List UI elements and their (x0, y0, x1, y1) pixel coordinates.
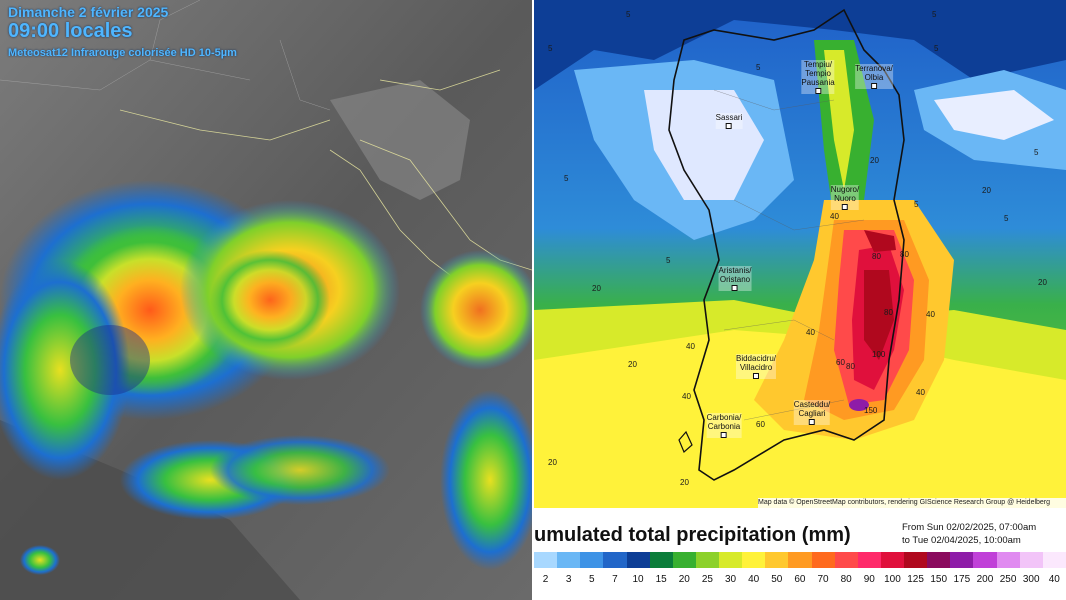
isoline-label: 5 (1004, 214, 1009, 223)
color-scale (534, 552, 1066, 568)
scale-tick-label: 200 (976, 574, 994, 585)
city-label: Aristanis/ Oristano (718, 266, 752, 291)
isoline-label: 60 (756, 420, 765, 429)
color-swatch (557, 552, 581, 568)
color-swatch (580, 552, 604, 568)
precipitation-map (534, 0, 1066, 508)
scale-tick-label: 15 (655, 574, 667, 585)
satellite-ir-image (0, 0, 532, 600)
city-label: Biddacidru/ Villacidro (735, 354, 777, 379)
color-swatch (788, 552, 812, 568)
scale-tick-label: 80 (840, 574, 852, 585)
isoline-label: 20 (628, 360, 637, 369)
scale-tick-label: 20 (678, 574, 690, 585)
scale-tick-label: 60 (794, 574, 806, 585)
color-swatch (950, 552, 974, 568)
color-swatch (626, 552, 650, 568)
scale-tick-label: 5 (589, 574, 595, 585)
color-swatch (534, 552, 558, 568)
isoline-label: 40 (686, 342, 695, 351)
isoline-label: 20 (592, 284, 601, 293)
isoline-label: 40 (830, 212, 839, 221)
scale-tick-label: 30 (725, 574, 737, 585)
map-attribution: Map data © OpenStreetMap contributors, r… (758, 498, 1066, 508)
color-swatch (603, 552, 627, 568)
scale-tick-label: 175 (953, 574, 971, 585)
scale-tick-label: 10 (632, 574, 644, 585)
color-swatch (672, 552, 696, 568)
scale-tick-label: 40 (748, 574, 760, 585)
city-label: Carbonia/ Carbonia (706, 413, 742, 438)
scale-tick-label: 150 (930, 574, 948, 585)
scale-tick-label: 25 (701, 574, 713, 585)
isoline-label: 150 (864, 406, 878, 415)
color-swatch (1042, 552, 1066, 568)
isoline-label: 40 (682, 392, 691, 401)
scale-tick-label: 50 (771, 574, 783, 585)
scale-tick-label: 300 (1022, 574, 1040, 585)
isoline-label: 80 (884, 308, 893, 317)
color-swatch (904, 552, 928, 568)
color-scale-ticks: 2 3 5 7 10 15 20 25 30 40 50 60 70 80 90 100 125 150 175 20… (534, 574, 1066, 588)
satellite-time: 09:00 locales (8, 20, 133, 42)
isoline-label: 20 (680, 478, 689, 487)
isoline-label: 5 (564, 174, 569, 183)
satellite-date: Dimanche 2 février 2025 (8, 4, 169, 20)
color-swatch (811, 552, 835, 568)
color-swatch (834, 552, 858, 568)
color-swatch (880, 552, 904, 568)
legend-title: umulated total precipitation (mm) (534, 524, 851, 546)
satellite-image-panel: Dimanche 2 février 2025 09:00 locales Me… (0, 0, 532, 600)
scale-tick-label: 90 (863, 574, 875, 585)
color-swatch (695, 552, 719, 568)
scale-tick-label: 125 (907, 574, 924, 585)
isoline-label: 20 (982, 186, 991, 195)
city-label: Terranova/ Olbia (855, 64, 893, 89)
city-label: Nugoro/ Nuoro (830, 185, 860, 210)
color-swatch (927, 552, 951, 568)
scale-tick-label: 40 (1048, 574, 1060, 585)
isoline-label: 100 (872, 350, 886, 359)
legend-range-to: to Tue 02/04/2025, 10:00am (902, 535, 1021, 546)
color-swatch (996, 552, 1020, 568)
isoline-label: 40 (806, 328, 815, 337)
color-swatch (719, 552, 743, 568)
scale-tick-label: 7 (612, 574, 618, 585)
precipitation-map-panel: Tempiu/ Tempio Pausania Terranova/ Olbia… (534, 0, 1066, 600)
satellite-product: Meteosat12 Infrarouge colorisée HD 10-5µ… (8, 47, 237, 59)
isoline-label: 60 (836, 358, 845, 367)
isoline-label: 5 (756, 63, 761, 72)
scale-tick-label: 100 (884, 574, 901, 585)
isoline-label: 20 (870, 156, 879, 165)
legend-range-from: From Sun 02/02/2025, 07:00am (902, 522, 1037, 533)
isoline-label: 40 (916, 388, 925, 397)
scale-tick-label: 250 (999, 574, 1017, 585)
isoline-label: 40 (926, 310, 935, 319)
scale-tick-label: 2 (542, 574, 549, 585)
city-label: Sassari (715, 113, 743, 129)
isoline-label: 5 (666, 256, 671, 265)
city-label: Tempiu/ Tempio Pausania (801, 60, 835, 94)
isoline-label: 80 (872, 252, 881, 261)
scale-tick-label: 3 (565, 574, 572, 585)
scale-tick-label: 70 (817, 574, 829, 585)
isoline-label: 80 (900, 250, 909, 259)
isoline-label: 5 (1034, 148, 1039, 157)
isoline-label: 5 (932, 10, 937, 19)
city-label: Casteddu/ Cagliari (793, 400, 831, 425)
color-swatch (742, 552, 766, 568)
color-swatch (765, 552, 789, 568)
isoline-label: 20 (1038, 278, 1047, 287)
color-swatch (973, 552, 997, 568)
isoline-label: 20 (548, 458, 557, 467)
isoline-label: 5 (914, 200, 919, 209)
isoline-label: 80 (846, 362, 855, 371)
isoline-label: 5 (934, 44, 939, 53)
color-swatch (857, 552, 881, 568)
color-swatch (649, 552, 673, 568)
isoline-label: 5 (548, 44, 553, 53)
color-swatch (1019, 552, 1043, 568)
isoline-label: 5 (626, 10, 631, 19)
